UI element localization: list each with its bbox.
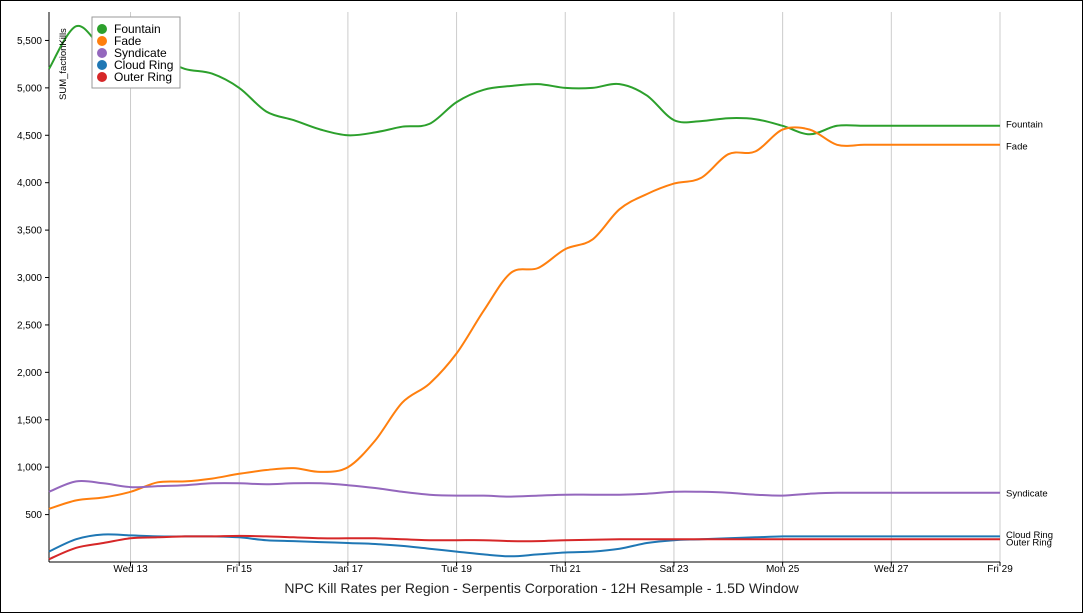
- legend-swatch-fade[interactable]: [97, 36, 107, 46]
- series-line-fountain[interactable]: [48, 24, 1000, 137]
- y-tick-label: 4,500: [17, 131, 42, 142]
- series-line-fade[interactable]: [48, 126, 1000, 510]
- legend-swatch-cloud-ring[interactable]: [97, 60, 107, 70]
- x-ticks: Wed 13 Fri 15 Jan 17 Tue 19 Thu 21 Sat 23 Mon …: [113, 562, 1013, 575]
- y-tick-label: 1,000: [17, 463, 42, 474]
- x-tick-label: Thu 21: [550, 564, 582, 575]
- legend-label-fountain[interactable]: Fountain: [114, 22, 161, 36]
- y-tick-label: 3,500: [17, 226, 42, 237]
- chart-title: NPC Kill Rates per Region - Serpentis Co…: [284, 580, 799, 596]
- x-tick-label: Mon 25: [766, 564, 800, 575]
- y-tick-label: 2,500: [17, 320, 42, 331]
- x-tick-label: Wed 13: [113, 564, 148, 575]
- y-tick-label: 500: [25, 510, 42, 521]
- y-axis-label: SUM_factionKills: [58, 28, 69, 100]
- x-tick-label: Fri 15: [226, 564, 252, 575]
- legend-label-fade[interactable]: Fade: [114, 34, 142, 48]
- x-tick-label: Jan 17: [333, 564, 363, 575]
- legend-swatch-outer-ring[interactable]: [97, 72, 107, 82]
- series-end-label-outer-ring: Outer Ring: [1006, 538, 1052, 549]
- y-tick-label: 3,000: [17, 273, 42, 284]
- series-line-syndicate[interactable]: [48, 479, 1000, 498]
- series-end-label-fountain: Fountain: [1006, 119, 1043, 130]
- series-lines: [48, 24, 1000, 561]
- series-line-outer-ring[interactable]: [48, 534, 1000, 561]
- y-tick-label: 5,000: [17, 83, 42, 94]
- x-tick-label: Wed 27: [874, 564, 909, 575]
- grid-lines: [130, 12, 1001, 562]
- legend-label-syndicate[interactable]: Syndicate: [114, 46, 167, 60]
- y-ticks: 500 1,000 1,500 2,000 2,500 3,000 3,500 4,000 4,…: [17, 36, 49, 521]
- y-tick-label: 5,500: [17, 36, 42, 47]
- y-tick-label: 4,000: [17, 178, 42, 189]
- y-tick-label: 1,500: [17, 415, 42, 426]
- axes: [48, 12, 1000, 563]
- series-line-cloud-ring[interactable]: [48, 533, 1000, 558]
- x-tick-label: Tue 19: [441, 564, 472, 575]
- series-end-label-cloud-ring: Cloud Ring: [1006, 530, 1053, 541]
- series-end-label-syndicate: Syndicate: [1006, 488, 1048, 499]
- legend-swatch-syndicate[interactable]: [97, 48, 107, 58]
- series-end-label-fade: Fade: [1006, 141, 1028, 152]
- y-tick-label: 2,000: [17, 368, 42, 379]
- legend-swatch-fountain[interactable]: [97, 24, 107, 34]
- legend-label-outer-ring[interactable]: Outer Ring: [114, 70, 172, 84]
- legend-label-cloud-ring[interactable]: Cloud Ring: [114, 58, 173, 72]
- x-tick-label: Fri 29: [987, 564, 1013, 575]
- x-tick-label: Sat 23: [659, 564, 688, 575]
